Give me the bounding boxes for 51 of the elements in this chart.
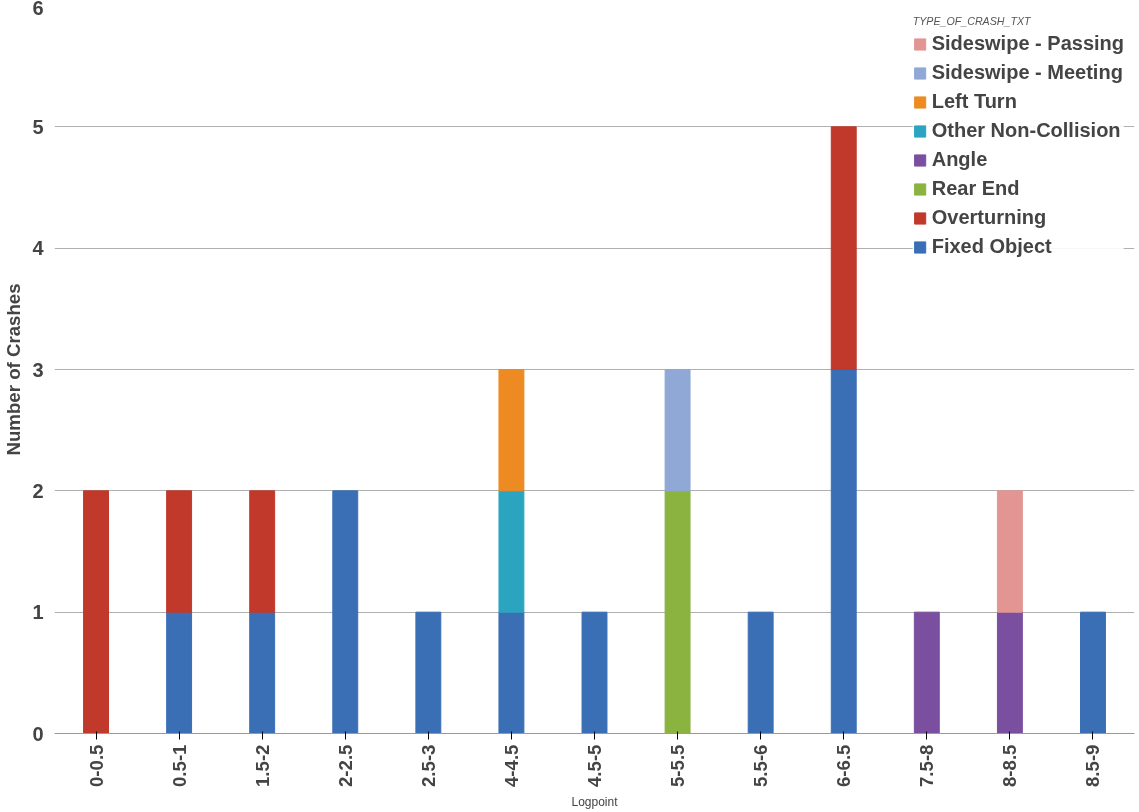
x-tick-label: 2.5-3 bbox=[417, 744, 439, 788]
x-tick-label: 8-8.5 bbox=[999, 744, 1021, 788]
bar bbox=[913, 611, 940, 734]
legend-title: TYPE_OF_CRASH_TXT bbox=[912, 15, 1032, 27]
y-tick-label: 5 bbox=[32, 115, 44, 138]
x-tick-label: 2-2.5 bbox=[334, 744, 356, 788]
bar bbox=[747, 611, 774, 734]
y-tick-label: 3 bbox=[32, 358, 44, 381]
bar bbox=[1080, 611, 1106, 734]
x-tick-label: 7.5-8 bbox=[916, 744, 938, 788]
bar bbox=[830, 369, 857, 734]
y-tick-label: 4 bbox=[32, 237, 45, 260]
legend-label: Sideswipe - Passing bbox=[931, 32, 1124, 55]
bar bbox=[83, 490, 109, 734]
bar bbox=[830, 126, 857, 370]
x-tick-label: 0-0.5 bbox=[85, 744, 107, 788]
x-tick-label: 6-6.5 bbox=[833, 744, 855, 788]
y-tick-label: 2 bbox=[32, 479, 44, 502]
bar bbox=[664, 369, 691, 492]
bar bbox=[249, 490, 276, 613]
x-tick-label: 5-5.5 bbox=[667, 744, 689, 788]
legend-label: Overturning bbox=[931, 206, 1047, 229]
bar bbox=[166, 611, 193, 734]
bar bbox=[498, 369, 525, 492]
bar bbox=[332, 490, 359, 734]
x-tick-label: 4-4.5 bbox=[500, 744, 522, 788]
y-tick-label: 0 bbox=[32, 722, 44, 745]
bar bbox=[166, 490, 193, 613]
bar bbox=[664, 490, 691, 734]
legend-label: Sideswipe - Meeting bbox=[931, 61, 1123, 84]
x-axis-title: Logpoint bbox=[571, 795, 619, 810]
legend-label: Rear End bbox=[931, 177, 1020, 200]
y-tick-label: 1 bbox=[32, 601, 44, 624]
bar bbox=[498, 490, 525, 613]
x-tick-label: 0.5-1 bbox=[168, 744, 190, 788]
x-tick-label: 1.5-2 bbox=[251, 744, 273, 788]
bar bbox=[498, 611, 525, 734]
legend-label: Angle bbox=[931, 148, 988, 171]
x-tick-label: 4.5-5 bbox=[584, 744, 605, 788]
legend-label: Left Turn bbox=[931, 90, 1017, 113]
x-tick-label: 5.5-6 bbox=[750, 744, 772, 788]
legend-label: Other Non-Collision bbox=[931, 119, 1121, 142]
bar bbox=[996, 490, 1023, 613]
y-tick-label: 6 bbox=[32, 0, 44, 19]
bar bbox=[581, 611, 608, 734]
bar bbox=[415, 611, 442, 734]
y-axis-title: Number of Crashes bbox=[3, 283, 25, 456]
bar bbox=[249, 611, 276, 734]
legend-label: Fixed Object bbox=[931, 235, 1052, 258]
bar bbox=[996, 611, 1023, 734]
x-tick-label: 8.5-9 bbox=[1082, 744, 1104, 788]
